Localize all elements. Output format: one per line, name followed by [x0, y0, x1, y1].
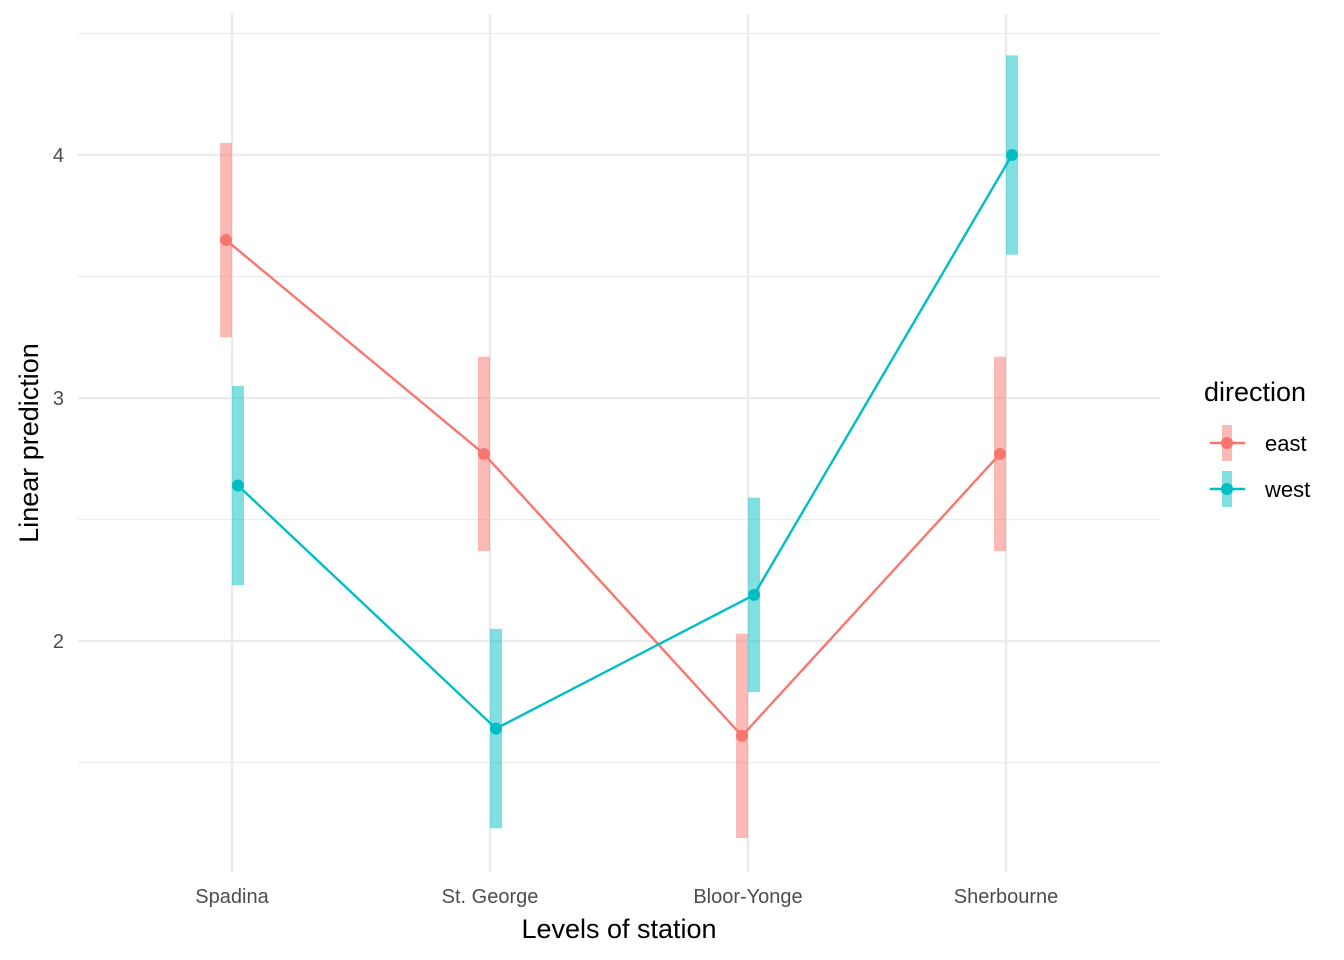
series-line-west	[237, 154, 1014, 731]
data-point-west	[1006, 148, 1018, 161]
legend-key-point	[1221, 483, 1233, 495]
data-point-east	[220, 234, 232, 247]
legend-label: east	[1265, 431, 1307, 456]
x-tick-label: Bloor-Yonge	[693, 886, 802, 908]
legend-item-west: west	[1210, 471, 1310, 507]
series-line-east	[225, 239, 1001, 738]
x-axis: Spadina St. George Bloor-Yonge Sherbourne	[195, 886, 1058, 908]
x-axis-title: Levels of station	[521, 914, 716, 944]
legend-item-east: east	[1210, 425, 1307, 461]
data-point-east	[478, 447, 490, 460]
data-point-west	[490, 722, 502, 735]
y-tick-label: 3	[53, 388, 64, 410]
y-tick-label: 2	[53, 631, 64, 653]
data-point-east	[994, 447, 1006, 460]
y-axis: 2 3 4	[53, 145, 64, 653]
legend-label: west	[1264, 477, 1310, 502]
legend: direction east west	[1204, 377, 1310, 507]
legend-title: direction	[1204, 377, 1306, 407]
y-tick-label: 4	[53, 145, 64, 167]
legend-key-point	[1221, 437, 1233, 449]
data-point-west	[232, 479, 244, 492]
x-tick-label: St. George	[442, 886, 539, 908]
data-point-west	[748, 588, 760, 601]
x-tick-label: Spadina	[195, 886, 269, 908]
data-point-east	[736, 729, 748, 742]
chart-marks	[220, 55, 1018, 838]
x-tick-label: Sherbourne	[954, 886, 1059, 908]
y-axis-title: Linear prediction	[14, 343, 44, 543]
